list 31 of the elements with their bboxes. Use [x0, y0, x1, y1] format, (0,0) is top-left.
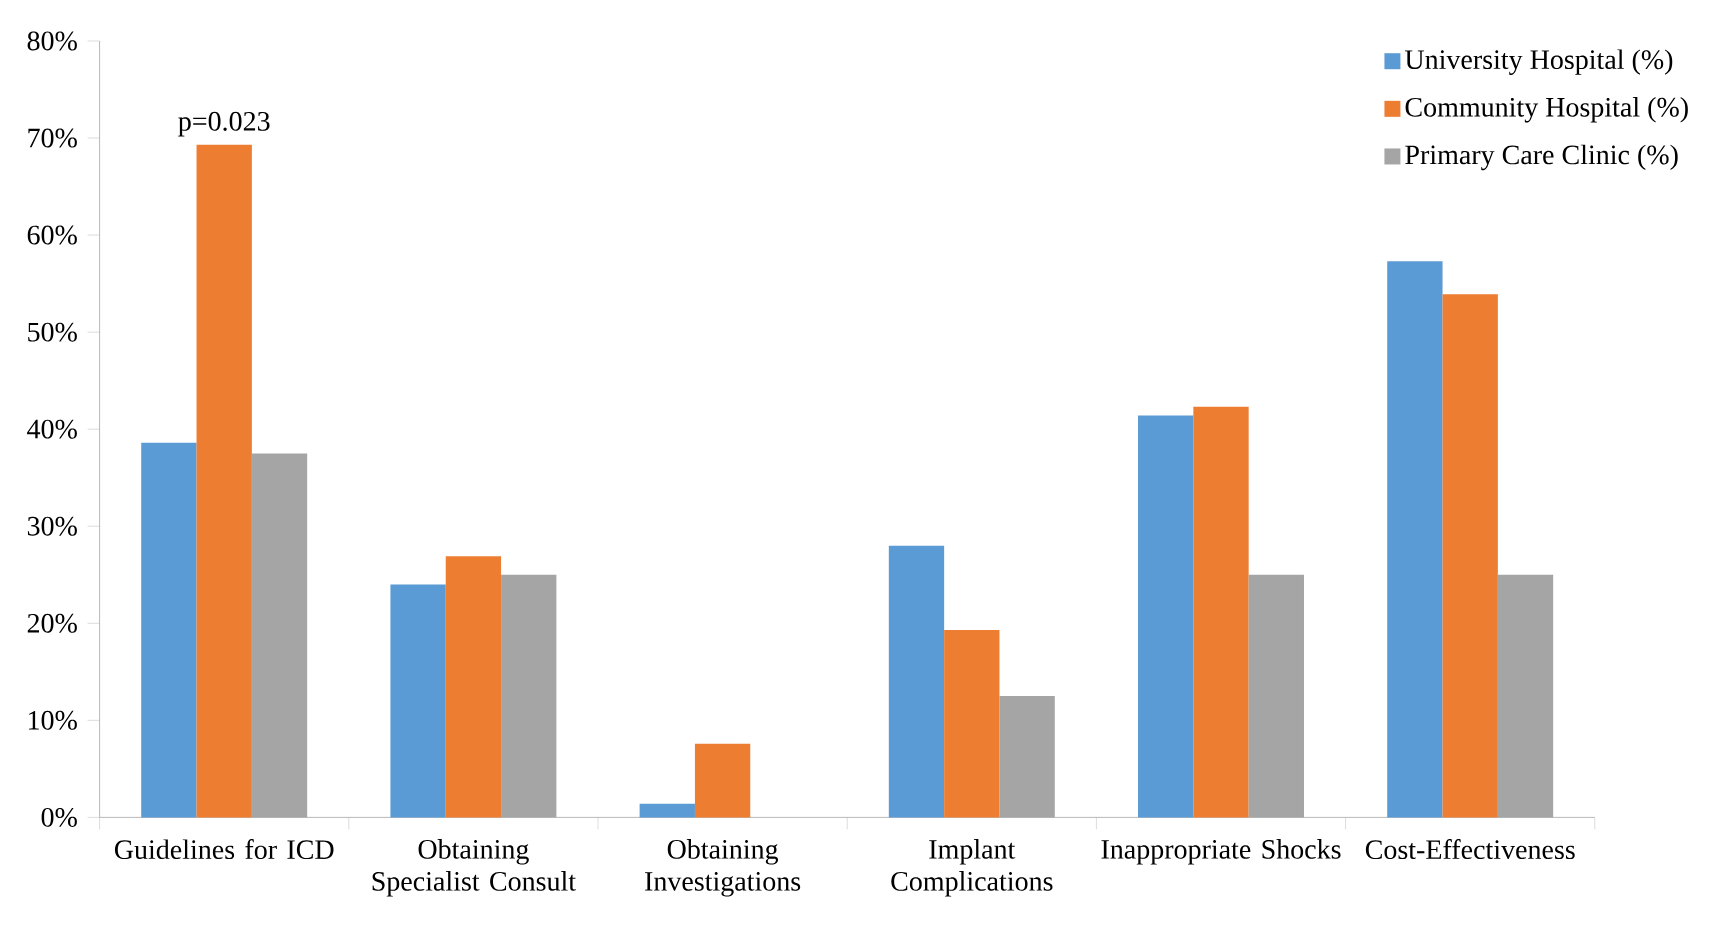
bar	[639, 803, 695, 818]
bar	[888, 545, 945, 818]
annotation: p=0.023	[178, 111, 270, 137]
y-tick-label: 60%	[27, 225, 77, 245]
bar	[944, 630, 1000, 818]
x-tick-label: Obtaining Investigations	[645, 839, 801, 897]
y-tick-label: 30%	[27, 516, 77, 536]
x-tick-label: Inappropriate Shocks	[1101, 839, 1341, 865]
legend-label: Primary Care Clinic (%)	[1405, 144, 1678, 171]
y-tick-label: 50%	[28, 322, 77, 342]
y-tick-label: 80%	[27, 31, 77, 51]
legend-label: Community Hospital (%)	[1405, 97, 1688, 123]
y-tick-label: 20%	[27, 613, 77, 633]
bar	[1193, 406, 1249, 818]
bar	[694, 743, 751, 818]
bar	[1442, 294, 1498, 818]
legend-label: University Hospital (%)	[1405, 49, 1673, 75]
bar	[1387, 261, 1443, 818]
y-tick-label: 0%	[41, 807, 77, 827]
y-tick-label: 10%	[29, 710, 77, 730]
x-tick-label: Cost-Effectiveness	[1365, 839, 1575, 860]
bar	[1138, 415, 1194, 818]
y-tick-label: 70%	[28, 128, 77, 148]
bar	[141, 442, 197, 818]
x-tick-label: Guidelines for ICD	[114, 839, 334, 860]
bar	[196, 144, 252, 818]
y-tick-label: 40%	[27, 419, 77, 439]
bar	[445, 556, 502, 818]
bar	[390, 584, 446, 818]
x-tick-label: Implant Complications	[891, 839, 1053, 897]
x-tick-label: Obtaining Specialist Consult	[372, 839, 576, 897]
